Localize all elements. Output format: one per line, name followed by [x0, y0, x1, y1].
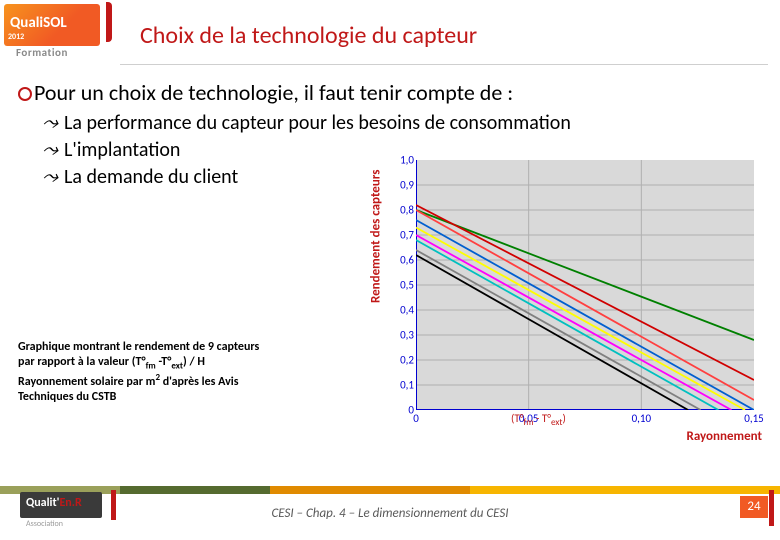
- chart-y-ticks: 00,10,20,30,40,50,60,70,80,91,0: [396, 160, 414, 410]
- logo-subtitle: Formation: [16, 46, 68, 59]
- wave-bullet-icon: ⤳: [39, 110, 67, 137]
- logo-accent: [88, 2, 112, 42]
- main-bullet: Pour un choix de technologie, il faut te…: [18, 79, 762, 106]
- chart-caption: Graphique montrant le rendement de 9 cap…: [18, 340, 348, 405]
- page-title: Choix de la technologie du capteur: [140, 21, 477, 50]
- page-number: 24: [740, 496, 768, 518]
- logo-text: QualiSOL: [10, 14, 67, 32]
- header-divider: [120, 64, 768, 65]
- chart-x-axis-label: Rayonnement: [687, 429, 763, 444]
- ring-bullet-icon: [18, 87, 32, 101]
- qualisol-logo: QualiSOL 2012 Formation: [4, 4, 114, 60]
- slide-header: QualiSOL 2012 Formation Choix de la tech…: [0, 0, 780, 62]
- logo-year: 2012: [8, 32, 24, 42]
- footer-text: CESI – Chap. 4 – Le dimensionnement du C…: [0, 506, 780, 521]
- main-bullet-text: Pour un choix de technologie, il faut te…: [34, 79, 513, 106]
- chart-y-axis-label: Rendement des capteurs: [369, 170, 384, 303]
- wave-bullet-icon: ⤳: [39, 137, 67, 164]
- slide-footer: Qualit'En.R Association CESI – Chap. 4 –…: [0, 486, 780, 540]
- footer-color-bands: [0, 486, 780, 494]
- wave-bullet-icon: ⤳: [39, 164, 67, 191]
- sub-bullet: ⤳La performance du capteur pour les beso…: [44, 110, 762, 137]
- efficiency-chart: Rendement des capteurs 00,10,20,30,40,50…: [380, 160, 762, 446]
- chart-svg: [416, 160, 754, 410]
